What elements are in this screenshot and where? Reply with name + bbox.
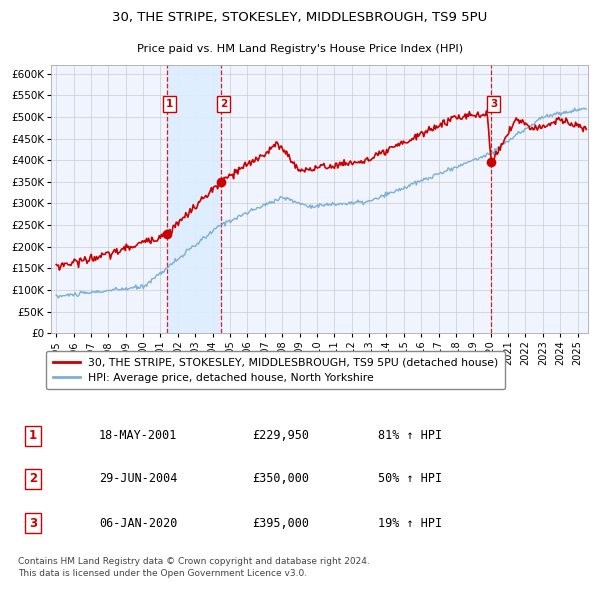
Text: £395,000: £395,000 — [252, 517, 309, 530]
Bar — [167, 65, 221, 333]
Text: 2: 2 — [220, 99, 227, 109]
Text: Contains HM Land Registry data © Crown copyright and database right 2024.
This d: Contains HM Land Registry data © Crown c… — [18, 557, 370, 578]
Text: Price paid vs. HM Land Registry's House Price Index (HPI): Price paid vs. HM Land Registry's House … — [137, 44, 463, 54]
Text: 3: 3 — [490, 99, 497, 109]
Text: 1: 1 — [29, 430, 37, 442]
Text: 2: 2 — [29, 472, 37, 486]
Text: 1: 1 — [166, 99, 173, 109]
Text: 18-MAY-2001: 18-MAY-2001 — [99, 430, 178, 442]
Text: £229,950: £229,950 — [252, 430, 309, 442]
Text: 19% ↑ HPI: 19% ↑ HPI — [378, 517, 442, 530]
Text: 30, THE STRIPE, STOKESLEY, MIDDLESBROUGH, TS9 5PU: 30, THE STRIPE, STOKESLEY, MIDDLESBROUGH… — [112, 11, 488, 24]
Text: 3: 3 — [29, 517, 37, 530]
Text: 50% ↑ HPI: 50% ↑ HPI — [378, 472, 442, 486]
Text: 29-JUN-2004: 29-JUN-2004 — [99, 472, 178, 486]
Legend: 30, THE STRIPE, STOKESLEY, MIDDLESBROUGH, TS9 5PU (detached house), HPI: Average: 30, THE STRIPE, STOKESLEY, MIDDLESBROUGH… — [46, 351, 505, 389]
Text: 06-JAN-2020: 06-JAN-2020 — [99, 517, 178, 530]
Text: 81% ↑ HPI: 81% ↑ HPI — [378, 430, 442, 442]
Text: £350,000: £350,000 — [252, 472, 309, 486]
